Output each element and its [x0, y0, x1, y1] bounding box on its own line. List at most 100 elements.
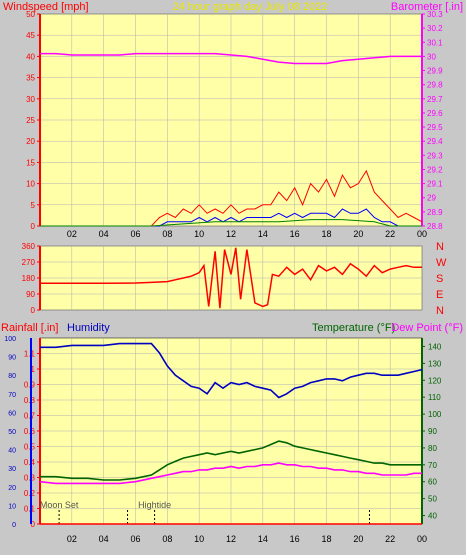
- rain-left-tick-label: 0.4: [24, 458, 36, 467]
- baro-right-tick-label: 30: [427, 52, 436, 61]
- title: 24 hour graph day July 08 2022: [173, 1, 328, 13]
- baro-right-tick-label: 30.2: [427, 24, 443, 33]
- rain-left-tick-label: 0.9: [24, 381, 36, 390]
- series-temperature: [40, 440, 422, 481]
- wind-left-tick-label: 10: [26, 180, 35, 189]
- temp-right-tick-label: 120: [428, 376, 442, 385]
- series-dew-point: [39, 462, 422, 485]
- wind-baro-x-tick: 06: [130, 229, 140, 239]
- baro-right-tick-label: 29: [427, 194, 436, 203]
- direction-compass-letter: S: [436, 273, 443, 285]
- wind-left-tick-label: 45: [26, 31, 35, 40]
- wind-baro-x-tick: 12: [226, 229, 236, 239]
- temp-right-tick-label: 110: [428, 393, 441, 402]
- rain-left-tick-label: 0.3: [24, 474, 36, 483]
- wind-baro-x-tick: 10: [194, 229, 204, 239]
- wind-baro-x-tick: 02: [67, 229, 77, 239]
- rain-hum-x-tick: 08: [162, 534, 172, 544]
- wind-left-tick-label: 0: [31, 222, 36, 231]
- series-wind-lull: [40, 219, 422, 227]
- direction-left-tick-label: 90: [26, 290, 35, 299]
- rain-hum-x-tick: 10: [194, 534, 204, 544]
- direction-compass-letter: N: [436, 305, 444, 317]
- series-humidity: [40, 342, 423, 399]
- rain-hum-x-tick: 14: [258, 534, 268, 544]
- direction-compass-letter: N: [436, 241, 444, 253]
- rain-hum-x-tick: 12: [226, 534, 236, 544]
- wind-left-tick-label: 30: [26, 95, 35, 104]
- marker-label: Moon Set: [40, 500, 79, 510]
- baro-right-tick-label: 28.9: [427, 208, 443, 217]
- humidity-tick-label: 80: [8, 373, 16, 380]
- temp-right-tick-label: 60: [428, 478, 437, 487]
- temperature-axis-label: Temperature (°F): [312, 322, 395, 334]
- temp-right-tick-label: 50: [428, 495, 437, 504]
- series-wind-baro: [40, 52, 423, 227]
- baro-right-tick-label: 29.6: [427, 109, 443, 118]
- rain-left-tick-label: 0.7: [24, 412, 36, 421]
- rain-hum-x-tick: 18: [321, 534, 331, 544]
- humidity-tick-label: 60: [8, 410, 16, 417]
- wind-baro-x-tick: 16: [290, 229, 300, 239]
- marker-label: Hightide: [138, 500, 171, 510]
- rain-hum-x-tick: 16: [290, 534, 300, 544]
- rain-left-tick-label: 0.6: [24, 427, 36, 436]
- grid-wind-baro: [40, 13, 423, 227]
- wind-left-tick-label: 15: [26, 158, 35, 167]
- humidity-tick-label: 70: [8, 392, 16, 399]
- baro-right-tick-label: 29.2: [427, 165, 443, 174]
- wind-baro-x-tick: 18: [321, 229, 331, 239]
- rain-left-tick-label: 0: [31, 520, 36, 529]
- dewpoint-axis-label: Dew Point (°F): [391, 322, 463, 334]
- direction-compass-letter: E: [436, 289, 443, 301]
- baro-right-tick-label: 29.3: [427, 151, 443, 160]
- temp-right-tick-label: 40: [428, 512, 437, 521]
- humidity-tick-label: 90: [8, 355, 16, 362]
- axes-rain-humidity-temp: 02 04 06 08 10 12 14 16 18 20 22 0000.10.20.30.40.5…: [4, 336, 442, 544]
- baro-right-tick-label: 29.4: [427, 137, 443, 146]
- rain-hum-x-tick: 20: [353, 534, 363, 544]
- wind-baro-x-tick: 20: [353, 229, 363, 239]
- temp-right-tick-label: 80: [428, 444, 437, 453]
- direction-left-tick-label: 360: [22, 242, 36, 251]
- wind-baro-x-tick: 14: [258, 229, 268, 239]
- rainfall-axis-label: Rainfall [.in]: [1, 322, 58, 334]
- wind-baro-x-tick: 08: [162, 229, 172, 239]
- rain-hum-x-tick: 06: [130, 534, 140, 544]
- wind-left-tick-label: 50: [26, 10, 35, 19]
- temp-right-tick-label: 130: [428, 359, 442, 368]
- rain-left-tick-label: 1: [31, 365, 36, 374]
- wind-baro-x-tick: 22: [385, 229, 395, 239]
- temp-right-tick-label: 140: [428, 342, 442, 351]
- humidity-tick-label: 30: [8, 466, 16, 473]
- series-barometer: [40, 52, 422, 65]
- wind-axis-label: Windspeed [mph]: [3, 1, 89, 13]
- temp-right-tick-label: 100: [428, 410, 442, 419]
- humidity-tick-label: 10: [8, 503, 16, 510]
- wind-left-tick-label: 5: [31, 201, 36, 210]
- rain-left-tick-label: 1.1: [24, 350, 36, 359]
- series-wind-direction: [40, 247, 422, 309]
- rain-left-tick-label: 0.8: [24, 396, 36, 405]
- panel-wind-baro: 02 04 06 08 10 12 14 16 18 20 22 000510152025303540…: [3, 1, 463, 239]
- direction-left-tick-label: 180: [22, 274, 36, 283]
- rain-left-tick-label: 0.5: [24, 443, 36, 452]
- baro-right-tick-label: 30.3: [427, 10, 443, 19]
- rain-left-tick-label: 0.1: [24, 505, 36, 514]
- series-direction: [40, 247, 422, 309]
- humidity-axis-label: Humidity: [67, 322, 110, 334]
- rain-hum-x-tick: 22: [385, 534, 395, 544]
- baro-right-tick-label: 29.9: [427, 67, 443, 76]
- baro-right-tick-label: 29.7: [427, 95, 443, 104]
- temp-right-tick-label: 90: [428, 427, 437, 436]
- wind-left-tick-label: 20: [26, 137, 35, 146]
- rain-left-tick-label: 0.2: [24, 489, 36, 498]
- wind-left-tick-label: 35: [26, 74, 35, 83]
- rain-hum-x-tick: 04: [99, 534, 109, 544]
- humidity-tick-label: 0: [12, 522, 16, 529]
- baro-right-tick-label: 28.8: [427, 222, 443, 231]
- axes-wind-baro: 02 04 06 08 10 12 14 16 18 20 22 000510152025303540…: [26, 10, 443, 239]
- humidity-tick-label: 50: [8, 429, 16, 436]
